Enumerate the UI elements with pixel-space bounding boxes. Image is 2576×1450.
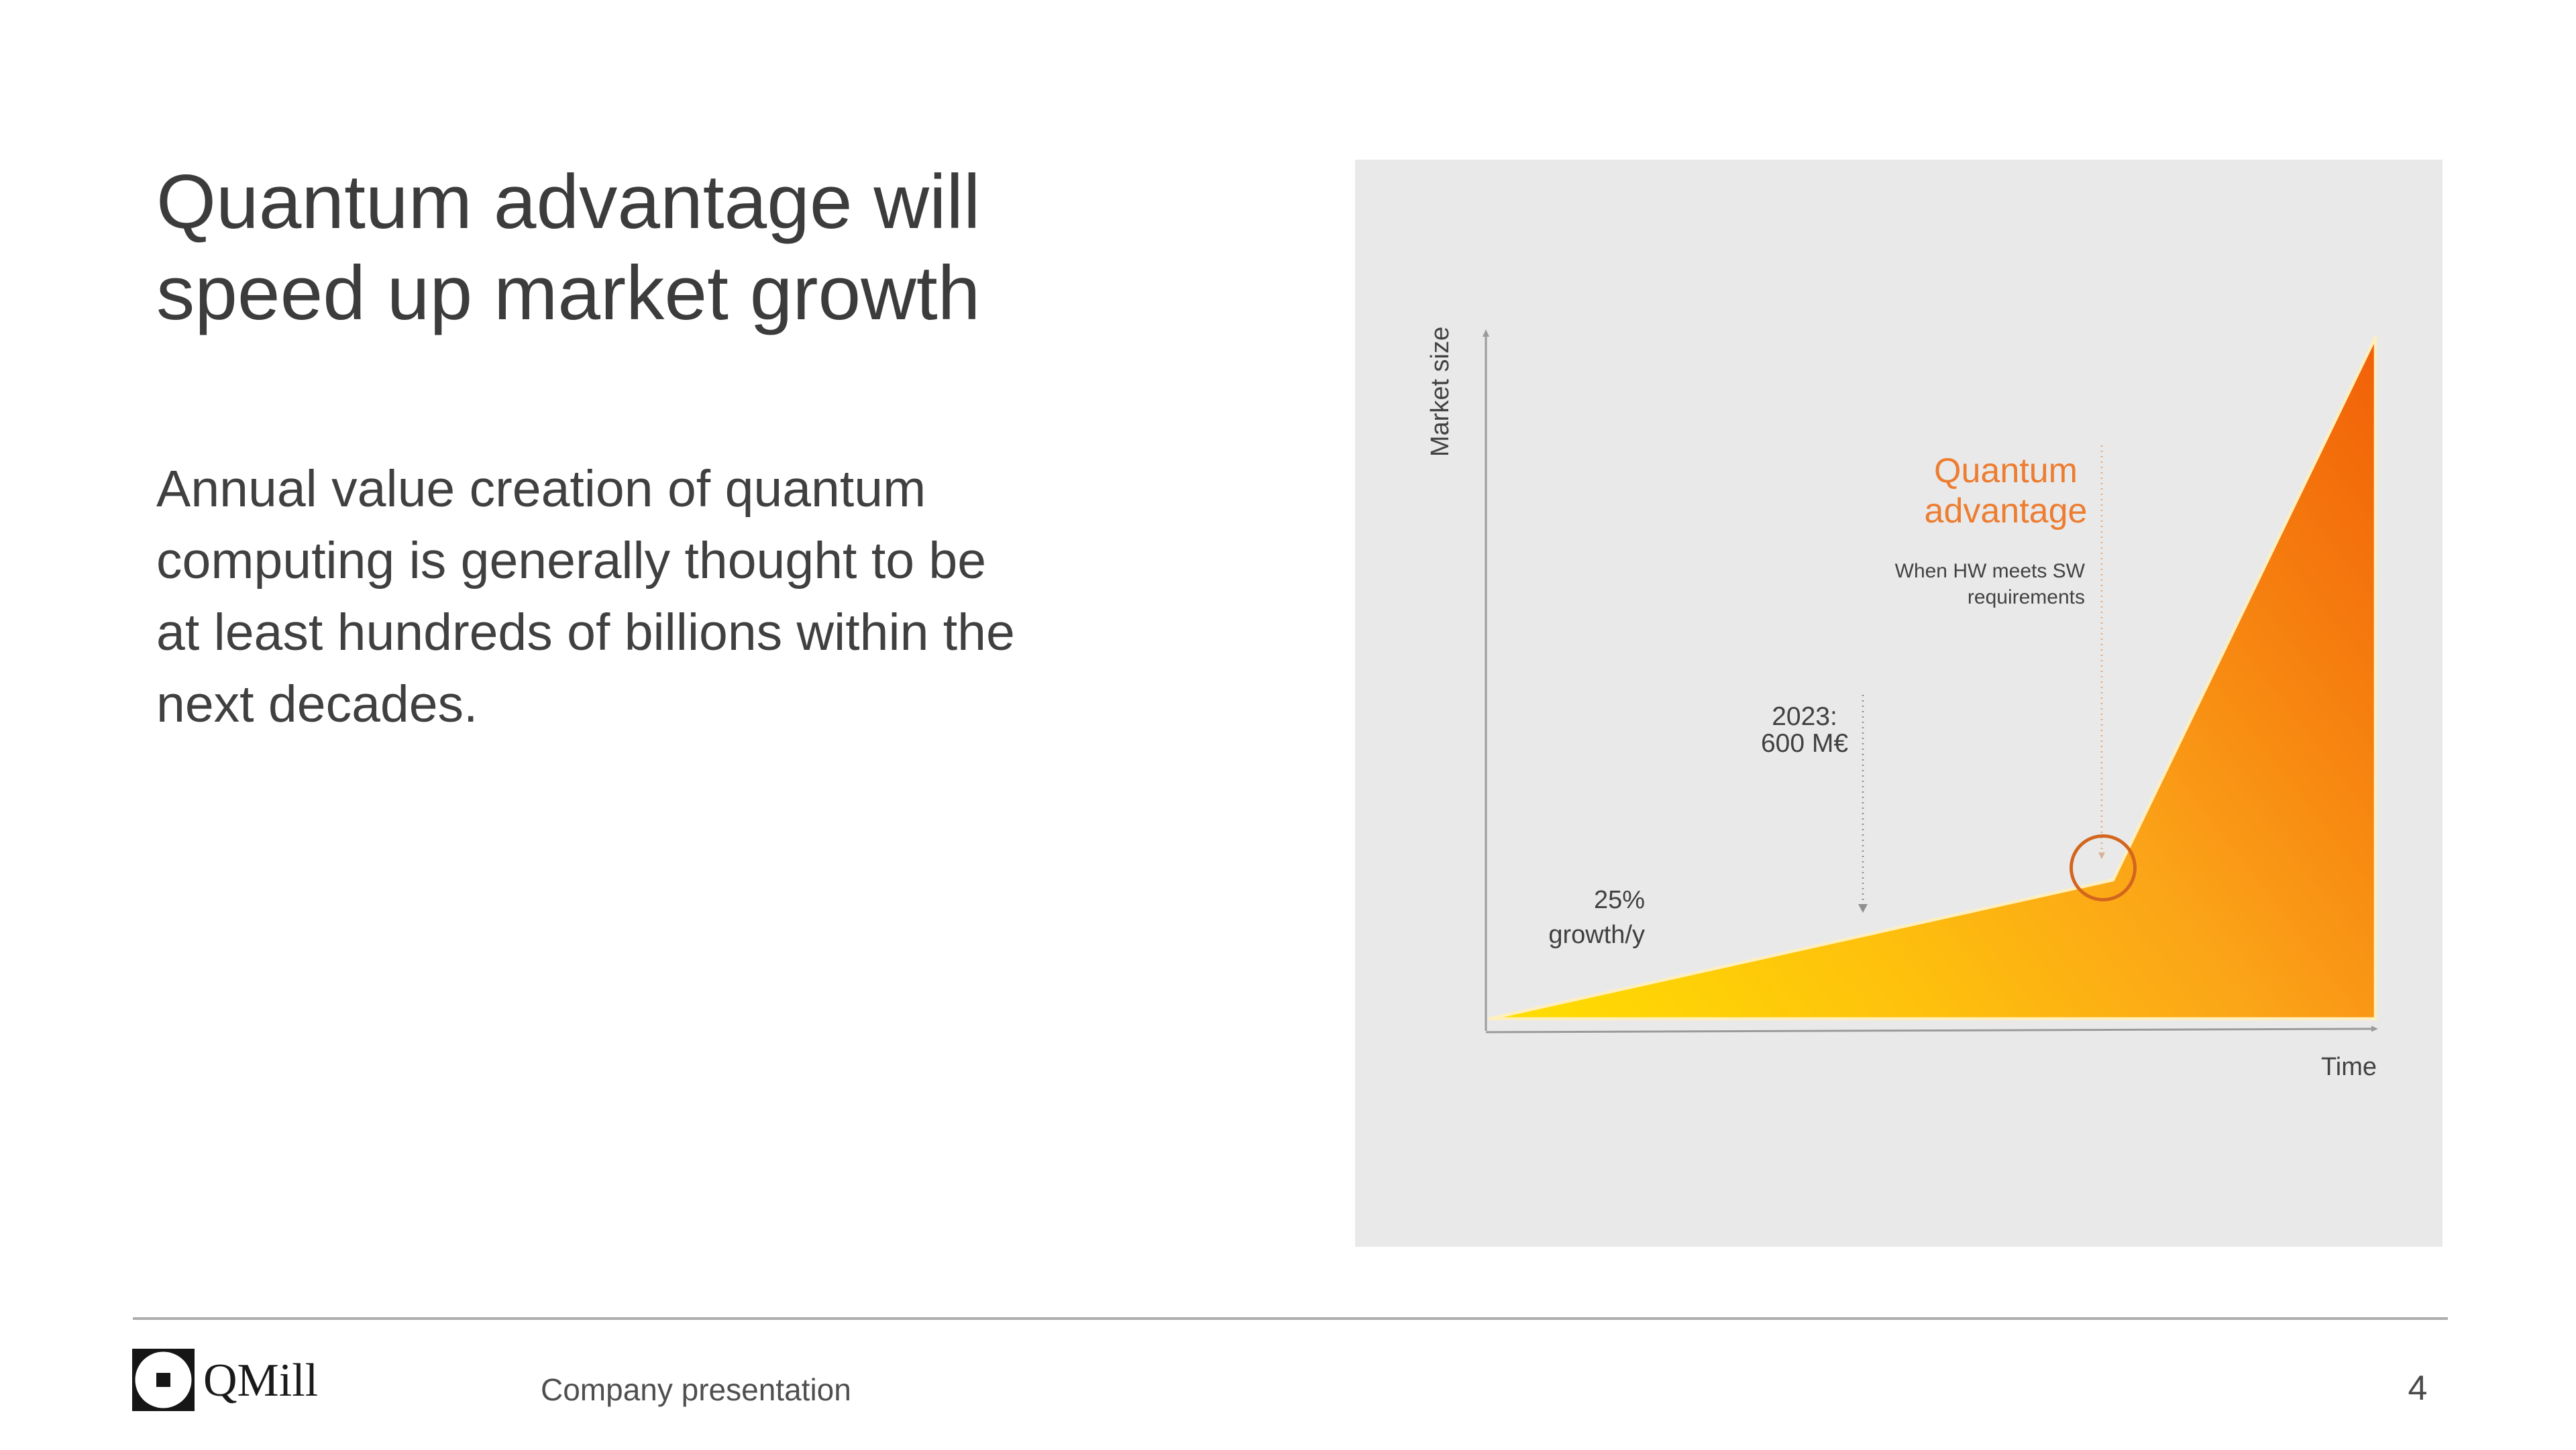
svg-text:Quantum advantage will: Quantum advantage will: [156, 159, 980, 245]
svg-text:Quantum: Quantum: [1934, 451, 2078, 490]
svg-text:Annual value creation of quant: Annual value creation of quantum: [156, 460, 926, 518]
svg-text:4: 4: [2408, 1369, 2428, 1408]
svg-text:computing is generally thought: computing is generally thought to be: [156, 532, 986, 590]
svg-text:2023:: 2023:: [1772, 702, 1837, 731]
svg-text:Time: Time: [2321, 1053, 2377, 1081]
svg-text:Company presentation: Company presentation: [541, 1372, 851, 1407]
svg-text:When HW meets SW: When HW meets SW: [1895, 560, 2086, 582]
svg-text:speed up market growth: speed up market growth: [156, 250, 980, 336]
svg-text:600 M€: 600 M€: [1761, 729, 1848, 758]
svg-text:growth/y: growth/y: [1548, 921, 1645, 949]
svg-text:advantage: advantage: [1925, 492, 2088, 531]
svg-text:requirements: requirements: [1968, 586, 2085, 608]
svg-text:next decades.: next decades.: [156, 675, 478, 733]
svg-text:QMill: QMill: [203, 1355, 318, 1406]
svg-text:25%: 25%: [1594, 886, 1645, 914]
svg-text:Market size: Market size: [1426, 327, 1454, 457]
svg-text:at least hundreds of billions: at least hundreds of billions within the: [156, 604, 1015, 661]
